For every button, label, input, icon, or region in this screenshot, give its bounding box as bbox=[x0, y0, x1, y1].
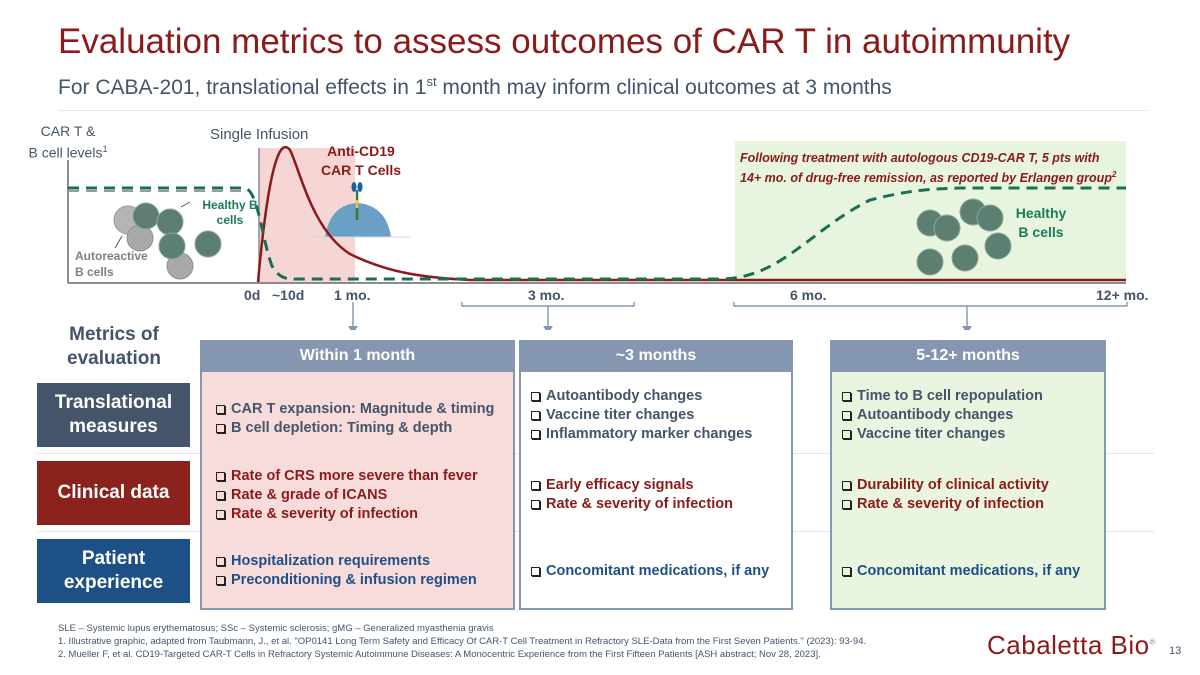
list-item: Concomitant medications, if any bbox=[842, 562, 1080, 581]
checkbox-icon bbox=[531, 500, 540, 509]
cell-translational: Autoantibody changes Vaccine titer chang… bbox=[531, 380, 752, 450]
cell-clinical: Rate of CRS more severe than fever Rate … bbox=[216, 458, 478, 532]
checkbox-icon bbox=[531, 566, 540, 576]
column-header: 5-12+ months bbox=[832, 340, 1104, 372]
checkbox-icon bbox=[216, 424, 225, 433]
list-item: Vaccine titer changes bbox=[531, 406, 752, 425]
erlangen-annotation: Following treatment with autologous CD19… bbox=[740, 151, 1117, 185]
checkbox-icon bbox=[842, 391, 851, 401]
header-divider bbox=[58, 110, 1148, 111]
checkbox-icon bbox=[842, 500, 851, 509]
list-item: Durability of clinical activity bbox=[842, 476, 1049, 495]
list-item: Rate & severity of infection bbox=[531, 495, 733, 514]
list-item: Early efficacy signals bbox=[531, 476, 733, 495]
timeline-graphic bbox=[67, 141, 1128, 330]
checkbox-icon bbox=[842, 566, 851, 576]
row-label-patient: Patient experience bbox=[37, 539, 190, 603]
footnote-abbreviations: SLE – Systemic lupus erythematosus; SSc … bbox=[58, 623, 494, 634]
tick-label: 0d bbox=[244, 287, 261, 303]
column-header: ~3 months bbox=[521, 340, 791, 372]
car-t-cell-icon bbox=[310, 182, 410, 238]
single-infusion-label: Single Infusion bbox=[210, 126, 309, 143]
b-cell-level-dashed-line bbox=[68, 186, 1126, 281]
list-item: Rate & grade of ICANS bbox=[216, 486, 478, 505]
cell-translational: CAR T expansion: Magnitude & timing B ce… bbox=[216, 384, 494, 454]
page-number: 13 bbox=[1169, 645, 1182, 657]
tick-label: 1 mo. bbox=[334, 287, 371, 303]
metrics-heading: Metrics of evaluation bbox=[67, 324, 161, 369]
arrow-heads bbox=[348, 326, 972, 330]
timeline-brackets bbox=[352, 302, 1128, 327]
list-item: Rate & severity of infection bbox=[842, 495, 1049, 514]
y-axis-label: CAR T & B cell levels1 bbox=[28, 123, 108, 161]
checkbox-icon bbox=[216, 509, 225, 519]
checkbox-icon bbox=[531, 481, 540, 490]
row-label-translational: Translational measures bbox=[37, 383, 190, 447]
checkbox-icon bbox=[842, 429, 851, 439]
list-item: Preconditioning & infusion regimen bbox=[216, 571, 477, 590]
checkbox-icon bbox=[842, 481, 851, 490]
list-item: CAR T expansion: Magnitude & timing bbox=[216, 400, 494, 419]
checkbox-icon bbox=[216, 557, 225, 566]
anti-cd19-label: Anti-CD19 CAR T Cells bbox=[320, 143, 402, 178]
list-item: Concomitant medications, if any bbox=[531, 562, 769, 581]
cell-patient: Concomitant medications, if any bbox=[842, 536, 1080, 606]
list-item: Rate & severity of infection bbox=[216, 505, 478, 524]
healthy-b-cells-repopulated-icon bbox=[916, 198, 1012, 276]
list-item: Hospitalization requirements bbox=[216, 552, 477, 571]
cell-patient: Concomitant medications, if any bbox=[531, 536, 769, 606]
tick-label: 12+ mo. bbox=[1096, 287, 1149, 303]
checkbox-icon bbox=[216, 576, 225, 585]
column-header: Within 1 month bbox=[202, 340, 513, 372]
list-item: Inflammatory marker changes bbox=[531, 425, 752, 444]
cell-clinical: Durability of clinical activity Rate & s… bbox=[842, 458, 1049, 532]
slide-title: Evaluation metrics to assess outcomes of… bbox=[58, 22, 1071, 61]
tick-label: ~10d bbox=[272, 287, 305, 303]
list-item: Time to B cell repopulation bbox=[842, 387, 1043, 406]
healthy-b-cells-right-label: Healthy B cells bbox=[1015, 205, 1067, 240]
list-item: B cell depletion: Timing & depth bbox=[216, 419, 494, 438]
cell-clinical: Early efficacy signals Rate & severity o… bbox=[531, 458, 733, 532]
pointer-line bbox=[114, 235, 123, 249]
autoreactive-b-cells-label: Autoreactive B cells bbox=[75, 249, 148, 279]
healthy-b-cells-icon bbox=[132, 202, 222, 260]
company-logo: Cabaletta Bio® bbox=[987, 630, 1157, 660]
car-t-level-curve bbox=[256, 145, 1126, 283]
checkbox-icon bbox=[216, 405, 225, 414]
footnote-ref-2: 2. Mueller F, et al. CD19-Targeted CAR-T… bbox=[58, 649, 821, 660]
list-item: Autoantibody changes bbox=[842, 406, 1043, 425]
row-label-clinical: Clinical data bbox=[37, 461, 190, 525]
cell-patient: Hospitalization requirements Preconditio… bbox=[216, 536, 477, 606]
checkbox-icon bbox=[531, 429, 540, 439]
cell-translational: Time to B cell repopulation Autoantibody… bbox=[842, 380, 1043, 450]
checkbox-icon bbox=[216, 490, 225, 500]
checkbox-icon bbox=[531, 391, 540, 401]
tick-label: 6 mo. bbox=[790, 287, 827, 303]
checkbox-icon bbox=[216, 471, 225, 481]
checkbox-icon bbox=[531, 410, 540, 420]
list-item: Autoantibody changes bbox=[531, 387, 752, 406]
footnote-ref-1: 1. Illustrative graphic, adapted from Ta… bbox=[58, 636, 867, 647]
tick-label: 3 mo. bbox=[528, 287, 565, 303]
checkbox-icon bbox=[842, 410, 851, 420]
slide-subtitle: For CABA-201, translational effects in 1… bbox=[58, 74, 892, 99]
list-item: Rate of CRS more severe than fever bbox=[216, 467, 478, 486]
list-item: Vaccine titer changes bbox=[842, 425, 1043, 444]
column-3-months: ~3 months Autoantibody changes Vaccine t… bbox=[519, 340, 793, 610]
pointer-line bbox=[180, 201, 191, 208]
column-5-12-months: 5-12+ months Time to B cell repopulation… bbox=[830, 340, 1106, 610]
column-within-1-month: Within 1 month CAR T expansion: Magnitud… bbox=[200, 340, 515, 610]
